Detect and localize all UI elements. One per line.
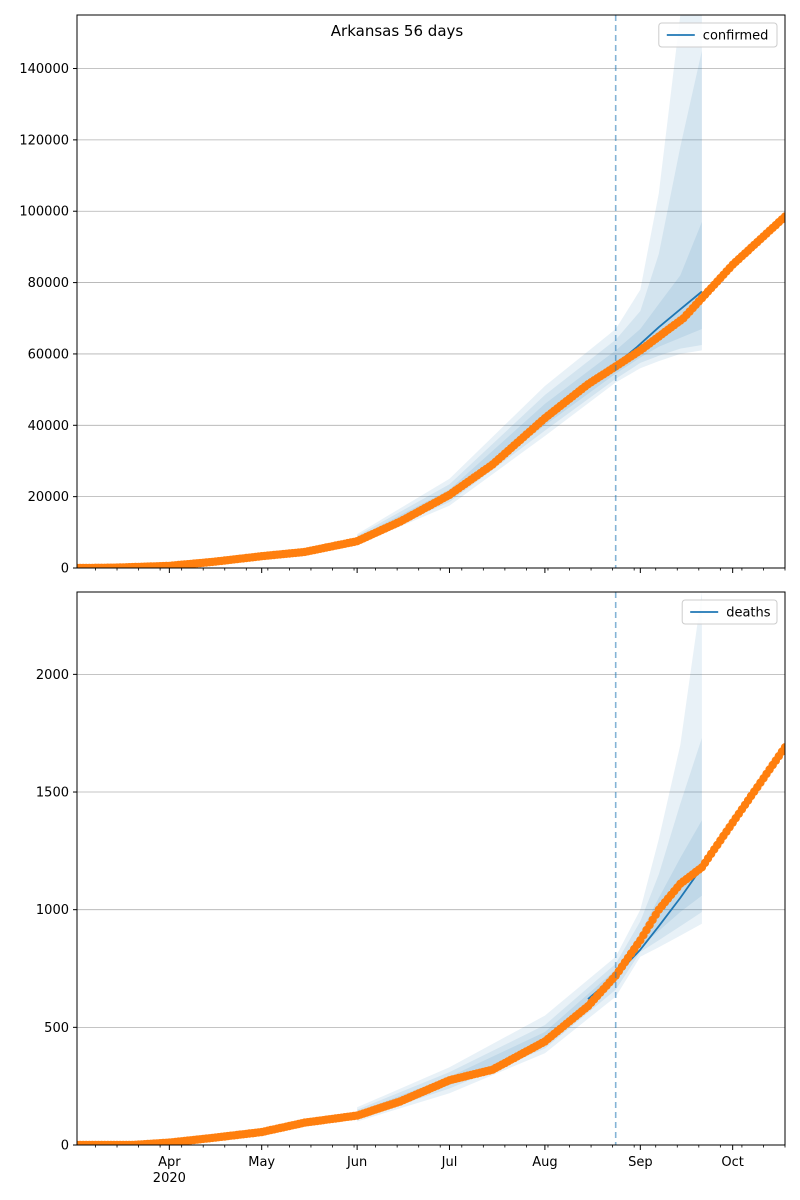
x-tick-label: Jun <box>346 1155 367 1170</box>
y-tick-label: 1500 <box>36 786 69 801</box>
y-tick-label: 20000 <box>28 490 69 505</box>
observed-point <box>780 212 785 221</box>
y-tick-label: 40000 <box>28 419 69 434</box>
legend-label: deaths <box>726 606 771 621</box>
confidence-band <box>357 15 702 545</box>
observed-point <box>780 743 785 752</box>
y-tick-label: 140000 <box>19 62 69 77</box>
chart-title: Arkansas 56 days <box>331 22 464 40</box>
confidence-band <box>357 592 702 1122</box>
y-tick-label: 80000 <box>28 276 69 291</box>
y-tick-label: 2000 <box>36 668 69 683</box>
confirmed-panel: 0 20000 40000 60000 80000 100000 120000 140000 A… <box>19 14 786 577</box>
y-tick-label: 500 <box>44 1021 69 1036</box>
x-tick-label: May <box>248 1155 275 1170</box>
confidence-band <box>357 737 702 1120</box>
legend-box <box>658 22 778 48</box>
y-tick-label: 120000 <box>19 133 69 148</box>
axes-frame <box>76 591 786 1146</box>
y-tick-label: 60000 <box>28 347 69 362</box>
x-tick-label: Sep <box>628 1155 653 1170</box>
x-year-label: 2020 <box>153 1171 186 1186</box>
x-tick-label: Oct <box>721 1155 743 1170</box>
y-tick-label: 1000 <box>36 903 69 918</box>
y-tick-label: 0 <box>61 1139 69 1154</box>
deaths-panel: 0 500 1000 1500 2000 Apr May Jun Jul Aug Sep Oct 202… <box>36 591 786 1186</box>
x-tick-label: Aug <box>532 1155 557 1170</box>
legend-box <box>681 599 778 625</box>
axes-frame <box>76 14 786 569</box>
legend-label: confirmed <box>703 29 769 44</box>
y-tick-label: 0 <box>61 562 69 577</box>
x-tick-label: Apr <box>158 1155 181 1170</box>
y-tick-label: 100000 <box>19 205 69 220</box>
x-tick-label: Jul <box>441 1155 458 1170</box>
